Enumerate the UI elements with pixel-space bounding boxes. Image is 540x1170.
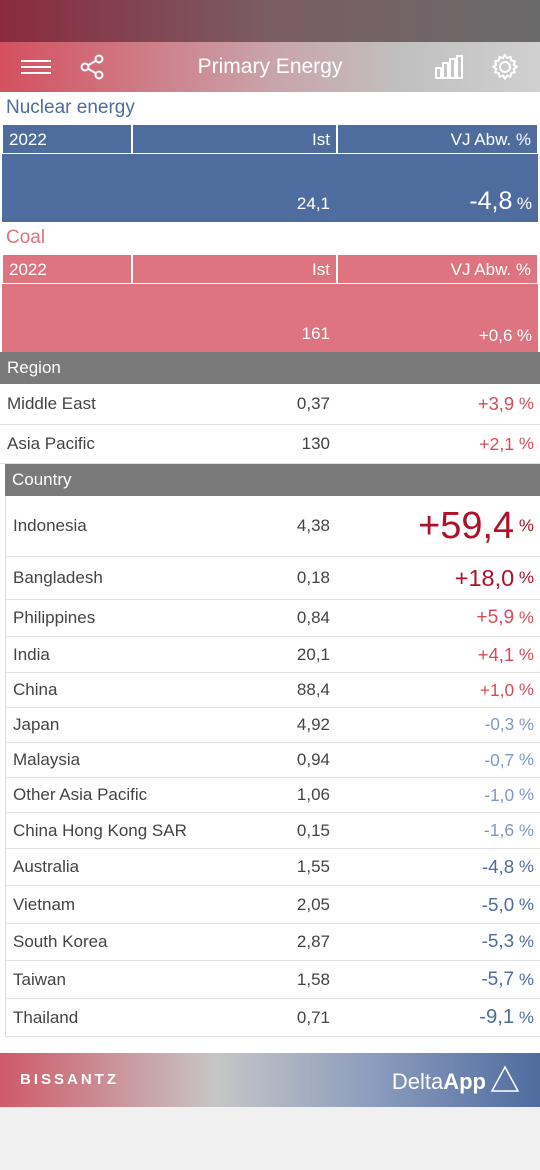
country-deviation: -4,8 %	[481, 856, 534, 877]
content-area[interactable]: Nuclear energy 2022 Ist VJ Abw. % 24,1 -…	[0, 92, 540, 1053]
country-ist: 0,94	[296, 750, 330, 769]
region-header: Region	[0, 352, 540, 384]
country-row[interactable]: Philippines 0,84 +5,9 %	[6, 600, 540, 637]
coal-kpi[interactable]: 161 +0,6 %	[2, 286, 538, 352]
country-row[interactable]: Thailand 0,71 -9,1 %	[6, 999, 540, 1037]
country-deviation: +18,0 %	[454, 564, 534, 591]
country-name: China Hong Kong SAR	[13, 820, 187, 840]
country-deviation: -1,0 %	[484, 784, 534, 805]
coal-col-ist: Ist	[132, 254, 337, 284]
country-row[interactable]: Bangladesh 0,18 +18,0 %	[6, 557, 540, 600]
country-deviation: -0,3 %	[484, 715, 534, 734]
country-name: China	[13, 680, 58, 699]
country-list: Indonesia 4,38 +59,4 % Bangladesh 0,18 +18,0 …	[6, 496, 540, 1037]
country-ist: 1,55	[296, 857, 330, 876]
nuclear-kpi[interactable]: 24,1 -4,8 %	[2, 156, 538, 222]
country-ist: 0,84	[296, 608, 330, 627]
country-name: Philippines	[13, 608, 96, 627]
country-row[interactable]: India 20,1 +4,1 %	[6, 637, 540, 673]
country-name: Indonesia	[13, 516, 87, 535]
country-ist: 2,05	[296, 894, 330, 914]
region-ist: 130	[301, 434, 330, 453]
nuclear-deviation: -4,8 %	[469, 187, 532, 215]
country-name: India	[13, 644, 50, 664]
coal-year: 2022	[2, 254, 132, 284]
country-row[interactable]: Vietnam 2,05 -5,0 %	[6, 886, 540, 924]
country-deviation: +59,4 %	[418, 504, 534, 547]
top-bar: Primary Energy	[0, 42, 540, 92]
coal-deviation: +0,6 %	[478, 326, 532, 345]
country-ist: 4,38	[296, 516, 330, 535]
page-title: Primary Energy	[197, 55, 343, 78]
country-name: Malaysia	[13, 750, 81, 769]
country-deviation: -0,7 %	[484, 749, 534, 770]
nuclear-col-dev: VJ Abw. %	[337, 124, 538, 154]
menu-icon[interactable]	[20, 42, 52, 92]
country-ist: 0,15	[296, 820, 330, 840]
country-name: Japan	[13, 715, 60, 734]
country-row[interactable]: Malaysia 0,94 -0,7 %	[6, 743, 540, 778]
country-ist: 1,58	[296, 969, 330, 989]
region-name: Middle East	[7, 394, 96, 413]
bissantz-logo: BISSANTZ	[20, 1071, 119, 1088]
coal-title: Coal	[6, 227, 46, 248]
coal-header: 2022 Ist VJ Abw. %	[2, 254, 538, 286]
country-name: Bangladesh	[13, 568, 103, 587]
country-deviation: +4,1 %	[477, 643, 534, 665]
region-list: Middle East 0,37 +3,9 % Asia Pacific 130 +2,1…	[0, 384, 540, 464]
region-ist: 0,37	[296, 394, 330, 413]
country-row[interactable]: South Korea 2,87 -5,3 %	[6, 924, 540, 961]
country-row[interactable]: Japan 4,92 -0,3 %	[6, 708, 540, 743]
footer-bar: BISSANTZ DeltaApp	[0, 1053, 540, 1107]
region-row[interactable]: Asia Pacific 130 +2,1 %	[0, 425, 540, 464]
country-deviation: +1,0 %	[479, 679, 534, 700]
region-deviation: +2,1 %	[479, 433, 534, 454]
country-ist: 1,06	[296, 785, 330, 804]
country-ist: 2,87	[296, 932, 330, 951]
country-row[interactable]: Other Asia Pacific 1,06 -1,0 %	[6, 778, 540, 813]
country-name: Vietnam	[13, 894, 76, 914]
deltaapp-logo: DeltaApp	[391, 1069, 486, 1094]
nuclear-header: 2022 Ist VJ Abw. %	[2, 124, 538, 156]
country-row[interactable]: Australia 1,55 -4,8 %	[6, 849, 540, 886]
country-name: Taiwan	[13, 969, 66, 989]
country-row[interactable]: Taiwan 1,58 -5,7 %	[6, 961, 540, 999]
coal-col-dev: VJ Abw. %	[337, 254, 538, 284]
country-header: Country	[5, 464, 540, 496]
country-deviation: -5,0 %	[481, 893, 534, 915]
share-icon[interactable]	[78, 42, 106, 92]
region-row[interactable]: Middle East 0,37 +3,9 %	[0, 384, 540, 425]
country-row[interactable]: China Hong Kong SAR 0,15 -1,6 %	[6, 813, 540, 849]
region-deviation: +3,9 %	[477, 393, 534, 414]
country-ist: 4,92	[296, 715, 330, 734]
country-section: Country Indonesia 4,38 +59,4 % Bangladesh 0,…	[5, 464, 540, 1037]
nuclear-ist: 24,1	[296, 194, 330, 213]
country-ist: 0,18	[296, 568, 330, 587]
country-deviation: -5,3 %	[481, 931, 534, 952]
country-row[interactable]: Indonesia 4,38 +59,4 %	[6, 496, 540, 557]
country-deviation: -1,6 %	[483, 820, 534, 840]
country-name: South Korea	[13, 932, 108, 951]
country-deviation: -5,7 %	[481, 968, 534, 990]
nuclear-title: Nuclear energy	[6, 97, 135, 118]
nuclear-col-ist: Ist	[132, 124, 337, 154]
settings-gear-icon[interactable]	[490, 42, 520, 92]
delta-triangle-icon	[490, 1065, 520, 1092]
nuclear-year: 2022	[2, 124, 132, 154]
country-deviation: +5,9 %	[476, 607, 534, 628]
coal-ist: 161	[301, 324, 330, 343]
country-ist: 20,1	[296, 644, 330, 664]
country-name: Other Asia Pacific	[13, 785, 148, 804]
bar-chart-icon[interactable]	[434, 42, 464, 92]
region-name: Asia Pacific	[7, 434, 95, 453]
country-name: Thailand	[13, 1007, 79, 1027]
country-name: Australia	[13, 857, 80, 876]
country-deviation: -9,1 %	[479, 1006, 534, 1028]
country-row[interactable]: China 88,4 +1,0 %	[6, 673, 540, 708]
country-ist: 0,71	[296, 1007, 330, 1027]
country-ist: 88,4	[296, 680, 330, 699]
status-bar	[0, 0, 540, 42]
